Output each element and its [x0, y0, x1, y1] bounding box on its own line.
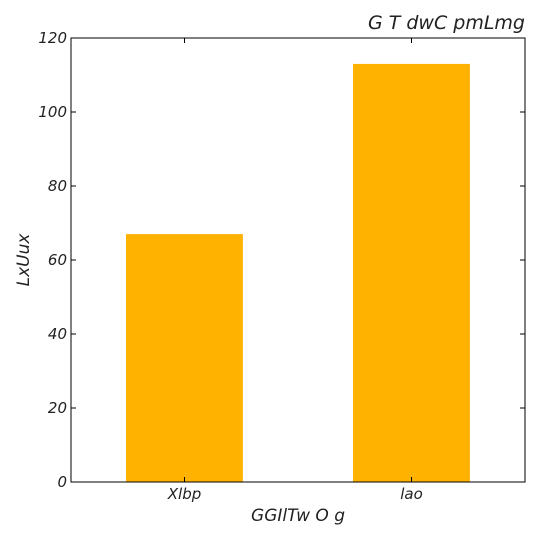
x-axis-label: GGIlTw O g: [251, 506, 345, 526]
y-tick-label-80: 80: [48, 177, 67, 195]
bar-Xlbp: [126, 234, 243, 482]
y-tick-label-40: 40: [48, 325, 67, 343]
chart-title: G T dwC pmLmg: [368, 12, 525, 34]
x-tick-label-Xlbp: Xlbp: [167, 485, 202, 503]
y-tick-label-120: 120: [38, 29, 67, 47]
y-tick-label-60: 60: [48, 251, 67, 269]
x-tick-label-lao: lao: [400, 485, 423, 503]
tick-labels: Xlbp lao 0 20 40 60 80 100 120: [38, 29, 422, 503]
bar-lao: [353, 63, 470, 483]
y-tick-label-0: 0: [57, 473, 67, 491]
y-axis-label: LxUux: [14, 233, 34, 287]
bars: [126, 63, 470, 483]
axis-ticks: [71, 37, 525, 483]
y-tick-label-100: 100: [38, 103, 67, 121]
y-tick-label-20: 20: [48, 399, 67, 417]
